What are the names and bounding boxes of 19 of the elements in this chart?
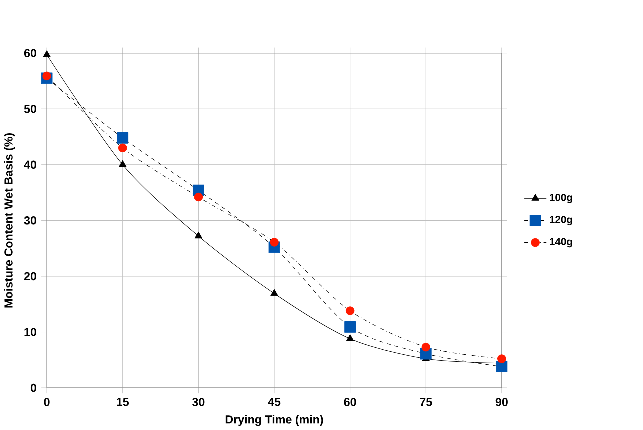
x-axis-title: Drying Time (min) — [226, 415, 324, 426]
x-tick-label: 0 — [44, 398, 50, 406]
x-tick-label: 45 — [268, 398, 281, 406]
x-tick-label: 90 — [496, 398, 508, 406]
y-tick-label: 60 — [24, 48, 36, 58]
y-tick-label: 40 — [24, 160, 36, 169]
x-tick-label: 15 — [117, 398, 130, 406]
legend-label: 100g — [550, 194, 572, 204]
y-tick-label: 50 — [24, 104, 36, 114]
y-tick-label: 20 — [24, 272, 36, 280]
x-tick-label: 75 — [420, 398, 432, 406]
y-axis-title: Moisture Content Wet Basis (%) — [4, 133, 16, 308]
legend-label: 140g — [550, 238, 572, 248]
x-tick-label: 60 — [344, 398, 356, 406]
x-tick-label: 30 — [192, 398, 205, 406]
y-tick-label: 10 — [24, 328, 36, 336]
y-tick-label: 30 — [24, 216, 36, 225]
y-tick-label: 0 — [30, 384, 36, 392]
legend-label: 120g — [550, 216, 572, 226]
